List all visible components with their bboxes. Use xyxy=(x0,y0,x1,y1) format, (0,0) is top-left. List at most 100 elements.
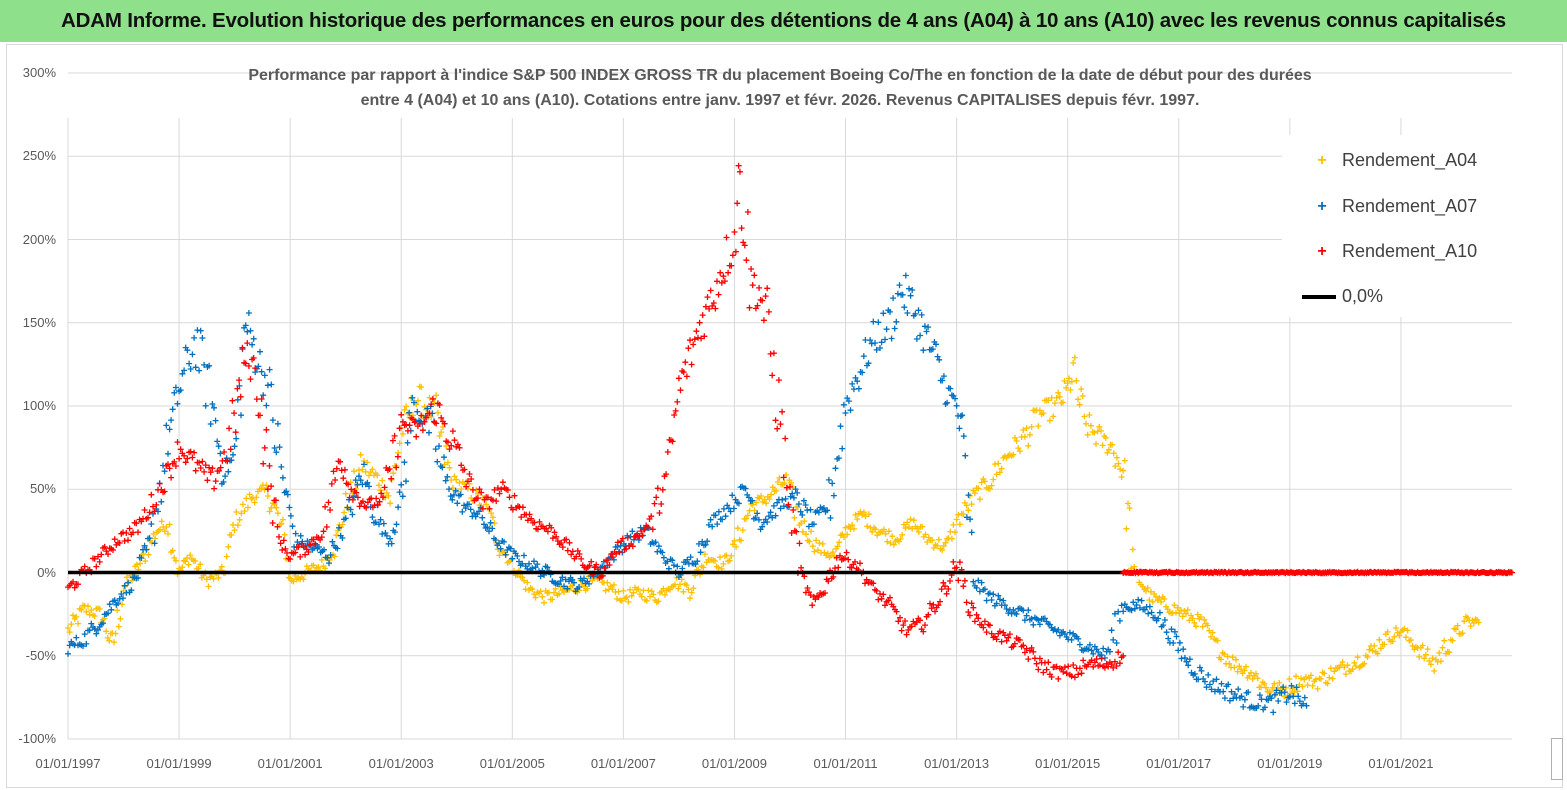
point-rendement-a07 xyxy=(973,584,980,591)
point-rendement-a04 xyxy=(1298,675,1304,682)
point-rendement-a04 xyxy=(238,510,245,517)
point-rendement-a04 xyxy=(1045,397,1052,404)
point-rendement-a10 xyxy=(721,278,728,285)
corner-scroll-handle[interactable] xyxy=(1551,738,1563,780)
point-rendement-a04 xyxy=(182,558,189,565)
point-rendement-a07 xyxy=(729,492,736,499)
point-rendement-a07 xyxy=(369,514,376,521)
point-rendement-a10 xyxy=(549,535,556,542)
point-rendement-a10 xyxy=(146,509,153,516)
point-rendement-a07 xyxy=(1300,700,1307,707)
point-rendement-a04 xyxy=(841,534,847,541)
point-rendement-a10 xyxy=(374,501,381,508)
point-rendement-a04 xyxy=(869,528,876,535)
point-rendement-a04 xyxy=(1035,423,1042,430)
point-rendement-a04 xyxy=(758,493,765,499)
point-rendement-a04 xyxy=(158,518,165,525)
point-rendement-a07 xyxy=(401,459,408,466)
point-rendement-a07 xyxy=(228,457,235,464)
point-rendement-a10 xyxy=(145,514,151,521)
point-rendement-a07 xyxy=(1288,682,1295,689)
point-rendement-a07 xyxy=(1090,650,1097,657)
point-rendement-a10 xyxy=(653,494,660,501)
point-rendement-a10 xyxy=(274,523,281,530)
point-rendement-a07 xyxy=(202,402,209,409)
point-rendement-a10 xyxy=(903,631,910,638)
point-rendement-a10 xyxy=(448,442,455,449)
point-rendement-a10 xyxy=(961,577,968,584)
point-rendement-a07 xyxy=(192,364,199,371)
point-rendement-a04 xyxy=(803,531,810,538)
point-rendement-a10 xyxy=(554,538,561,544)
point-rendement-a07 xyxy=(840,401,847,408)
point-rendement-a07 xyxy=(1201,678,1208,685)
point-rendement-a04 xyxy=(1339,659,1346,665)
point-rendement-a04 xyxy=(729,541,736,548)
point-rendement-a07 xyxy=(361,461,367,468)
point-rendement-a04 xyxy=(223,553,230,560)
point-rendement-a07 xyxy=(266,366,273,373)
point-rendement-a07 xyxy=(918,311,925,318)
point-rendement-a07 xyxy=(742,485,749,492)
point-rendement-a04 xyxy=(609,586,616,593)
point-rendement-a10 xyxy=(790,507,797,513)
point-rendement-a04 xyxy=(635,586,642,593)
point-rendement-a04 xyxy=(273,504,280,511)
point-rendement-a10 xyxy=(783,484,790,491)
point-rendement-a10 xyxy=(950,558,957,565)
point-rendement-a10 xyxy=(699,312,706,319)
point-rendement-a10 xyxy=(807,592,814,599)
point-rendement-a10 xyxy=(389,437,396,444)
point-rendement-a10 xyxy=(769,372,776,379)
point-rendement-a07 xyxy=(923,328,930,335)
point-rendement-a04 xyxy=(934,542,941,549)
point-rendement-a10 xyxy=(715,291,722,298)
point-rendement-a07 xyxy=(975,577,982,584)
point-rendement-a07 xyxy=(492,537,499,543)
point-rendement-a04 xyxy=(910,517,917,524)
point-rendement-a07 xyxy=(873,346,880,353)
point-rendement-a04 xyxy=(458,486,465,493)
point-rendement-a07 xyxy=(878,339,885,346)
point-rendement-a10 xyxy=(133,520,140,527)
point-rendement-a10 xyxy=(988,630,995,637)
point-rendement-a04 xyxy=(1178,607,1184,614)
point-rendement-a10 xyxy=(1021,649,1028,656)
point-rendement-a04 xyxy=(702,551,708,558)
point-rendement-a07 xyxy=(326,560,332,567)
point-rendement-a10 xyxy=(312,540,319,547)
point-rendement-a10 xyxy=(897,614,903,621)
point-rendement-a10 xyxy=(1053,663,1060,670)
point-rendement-a10 xyxy=(751,272,758,279)
page-title: ADAM Informe. Evolution historique des p… xyxy=(61,9,1506,32)
point-rendement-a10 xyxy=(762,293,769,300)
point-rendement-a10 xyxy=(393,464,400,471)
point-rendement-a07 xyxy=(230,451,236,458)
point-rendement-a04 xyxy=(648,588,655,595)
point-rendement-a10 xyxy=(688,361,695,368)
point-rendement-a07 xyxy=(1231,691,1238,697)
point-rendement-a07 xyxy=(1110,636,1117,643)
point-rendement-a07 xyxy=(1130,599,1137,606)
point-rendement-a07 xyxy=(795,501,802,507)
point-rendement-a10 xyxy=(553,533,560,540)
point-rendement-a07 xyxy=(163,422,170,429)
point-rendement-a10 xyxy=(893,608,900,615)
point-rendement-a10 xyxy=(91,555,98,562)
point-rendement-a04 xyxy=(907,516,914,523)
point-rendement-a04 xyxy=(712,558,718,564)
point-rendement-a07 xyxy=(709,523,716,530)
point-rendement-a04 xyxy=(281,531,288,538)
point-rendement-a07 xyxy=(702,541,709,548)
point-rendement-a07 xyxy=(260,392,267,399)
point-rendement-a04 xyxy=(66,629,73,636)
point-rendement-a07 xyxy=(196,367,203,374)
legend-label-a10: Rendement_A10 xyxy=(1342,241,1478,261)
point-rendement-a07 xyxy=(514,553,521,559)
point-rendement-a04 xyxy=(1329,675,1336,682)
point-rendement-a04 xyxy=(150,531,157,537)
point-rendement-a04 xyxy=(1117,466,1124,473)
x-tick-label: 01/01/1999 xyxy=(146,756,212,771)
point-rendement-a04 xyxy=(849,522,856,528)
point-rendement-a04 xyxy=(331,553,338,560)
